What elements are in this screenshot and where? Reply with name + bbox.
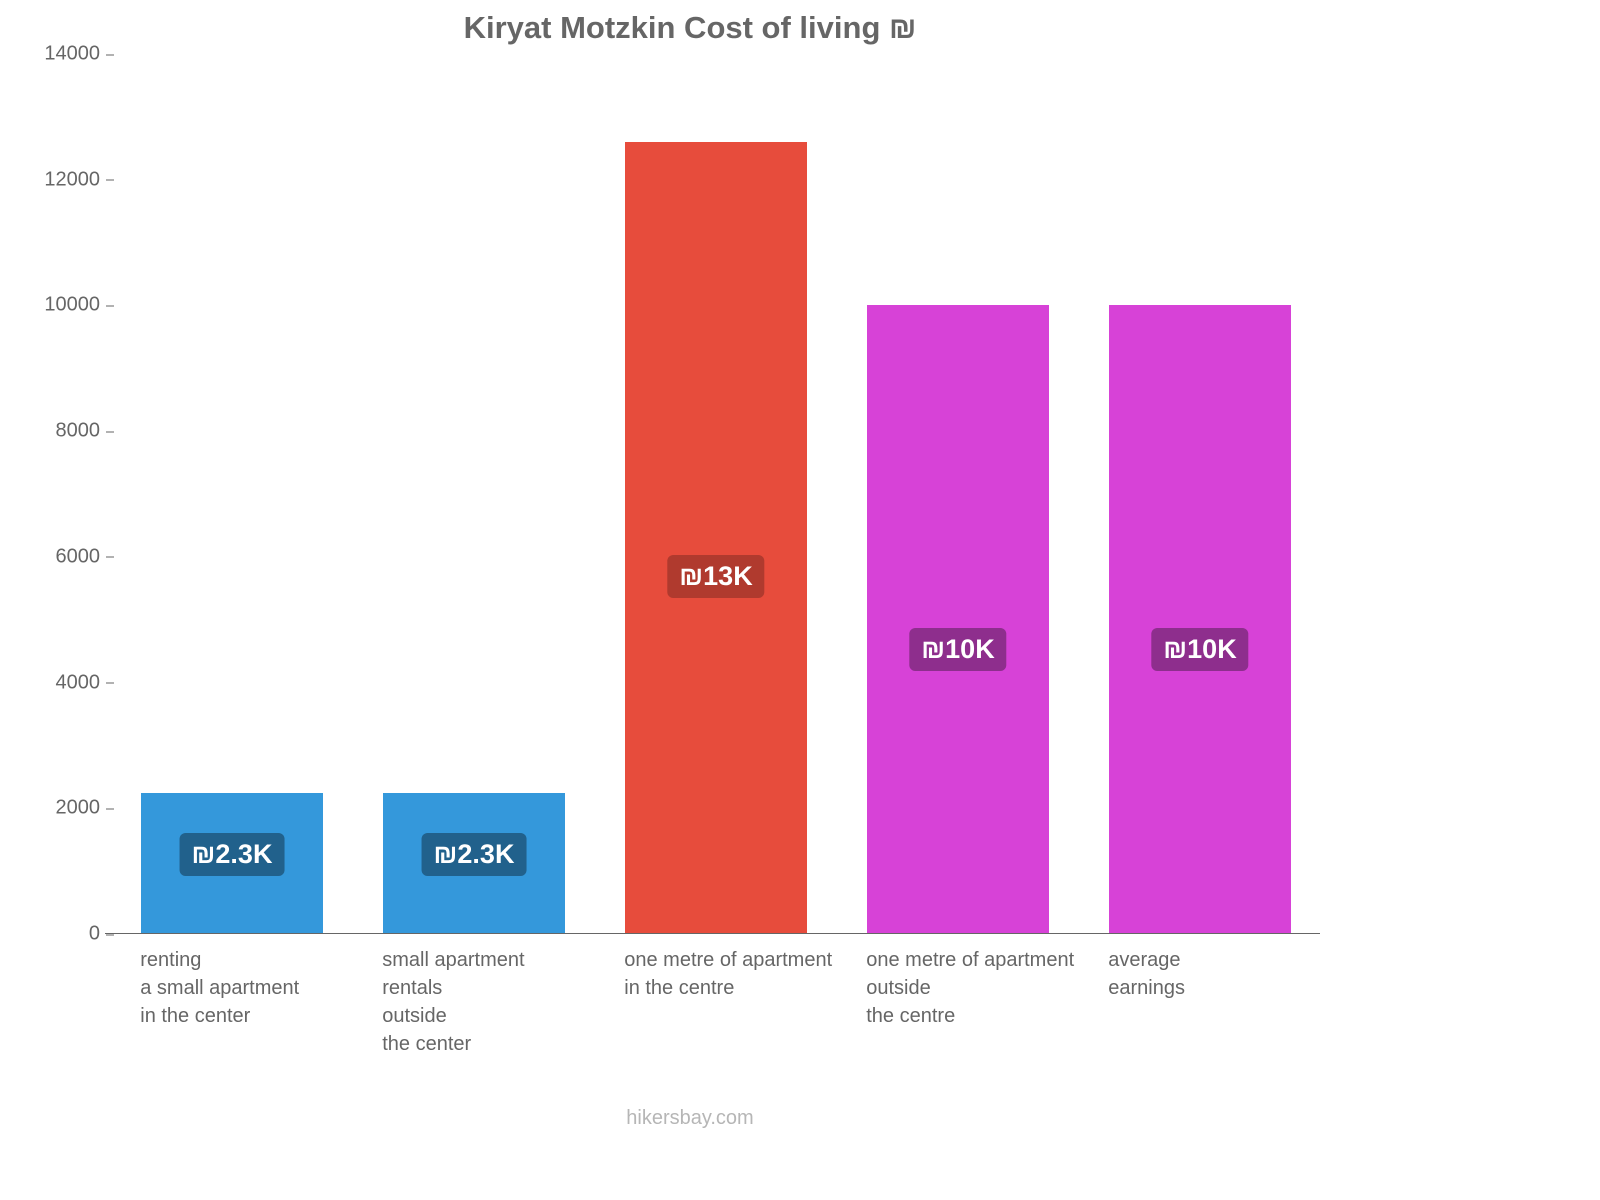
y-tick: 14000 — [40, 43, 100, 66]
y-tick: 8000 — [40, 420, 100, 443]
cost-of-living-chart: Kiryat Motzkin Cost of living ₪ 02000400… — [40, 10, 1340, 1060]
bar-value-label: ₪10K — [1151, 628, 1248, 671]
x-axis-labels: renting a small apartment in the centers… — [110, 934, 1320, 1074]
y-tick: 4000 — [40, 671, 100, 694]
bar: ₪10K — [867, 305, 1049, 934]
bar-value-label: ₪2.3K — [180, 833, 285, 876]
y-tick: 2000 — [40, 797, 100, 820]
chart-title: Kiryat Motzkin Cost of living ₪ — [40, 10, 1340, 54]
bar: ₪13K — [625, 142, 807, 934]
y-tick: 0 — [40, 923, 100, 946]
bar-value-label: ₪2.3K — [422, 833, 527, 876]
y-tick: 12000 — [40, 168, 100, 191]
plot-inner: ₪2.3K ₪2.3K ₪13K ₪10K ₪10K — [110, 54, 1320, 934]
bar: ₪2.3K — [141, 793, 323, 934]
bar-value-label: ₪13K — [667, 555, 764, 598]
bars-layer: ₪2.3K ₪2.3K ₪13K ₪10K ₪10K — [111, 54, 1320, 934]
bar: ₪10K — [1109, 305, 1291, 934]
bar-value-label: ₪10K — [909, 628, 1006, 671]
x-label: one metre of apartment outside the centr… — [866, 946, 1108, 1030]
x-label: average earnings — [1108, 946, 1350, 1002]
plot-area: 02000400060008000100001200014000 ₪2.3K₪2… — [110, 54, 1320, 934]
chart-footer: hikersbay.com — [40, 1107, 1340, 1130]
x-label: renting a small apartment in the center — [140, 946, 382, 1030]
y-tick: 6000 — [40, 545, 100, 568]
y-axis: 02000400060008000100001200014000 — [100, 54, 110, 934]
y-tick: 10000 — [40, 294, 100, 317]
bar: ₪2.3K — [383, 793, 565, 934]
x-label: one metre of apartment in the centre — [624, 946, 866, 1002]
x-label: small apartment rentals outside the cent… — [382, 946, 624, 1058]
